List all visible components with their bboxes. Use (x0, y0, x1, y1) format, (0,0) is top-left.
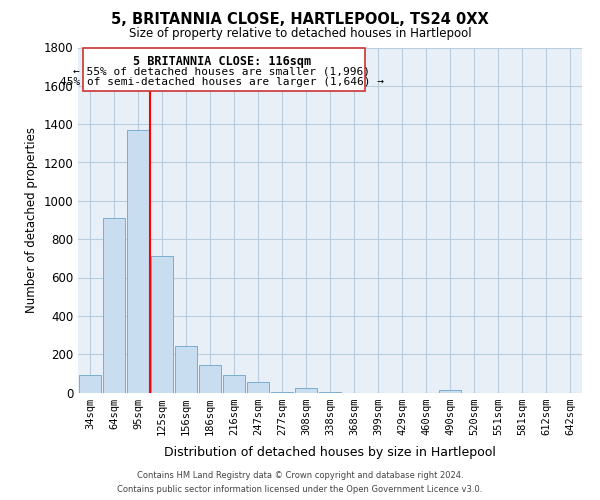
Bar (295, 388, 317, 392)
Bar (151, 256, 173, 392)
Text: Size of property relative to detached houses in Hartlepool: Size of property relative to detached ho… (128, 28, 472, 40)
Bar (439, 390, 461, 392)
Text: Contains HM Land Registry data © Crown copyright and database right 2024.
Contai: Contains HM Land Registry data © Crown c… (118, 472, 482, 494)
Bar (103, 218, 125, 392)
Bar (127, 130, 149, 392)
Text: ← 55% of detached houses are smaller (1,996): ← 55% of detached houses are smaller (1,… (73, 66, 370, 76)
Bar (175, 346, 197, 393)
Y-axis label: Number of detached properties: Number of detached properties (25, 127, 38, 313)
Bar (199, 364, 221, 392)
Text: 5, BRITANNIA CLOSE, HARTLEPOOL, TS24 0XX: 5, BRITANNIA CLOSE, HARTLEPOOL, TS24 0XX (111, 12, 489, 28)
Bar (79, 375, 101, 392)
X-axis label: Distribution of detached houses by size in Hartlepool: Distribution of detached houses by size … (164, 446, 496, 459)
FancyBboxPatch shape (83, 48, 365, 90)
Text: 5 BRITANNIA CLOSE: 116sqm: 5 BRITANNIA CLOSE: 116sqm (133, 55, 311, 68)
Bar (223, 375, 245, 392)
Text: 45% of semi-detached houses are larger (1,646) →: 45% of semi-detached houses are larger (… (59, 77, 383, 87)
Bar (247, 382, 269, 392)
